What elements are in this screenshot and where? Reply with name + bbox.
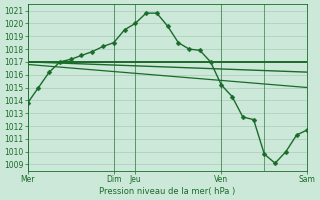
X-axis label: Pression niveau de la mer( hPa ): Pression niveau de la mer( hPa )	[100, 187, 236, 196]
